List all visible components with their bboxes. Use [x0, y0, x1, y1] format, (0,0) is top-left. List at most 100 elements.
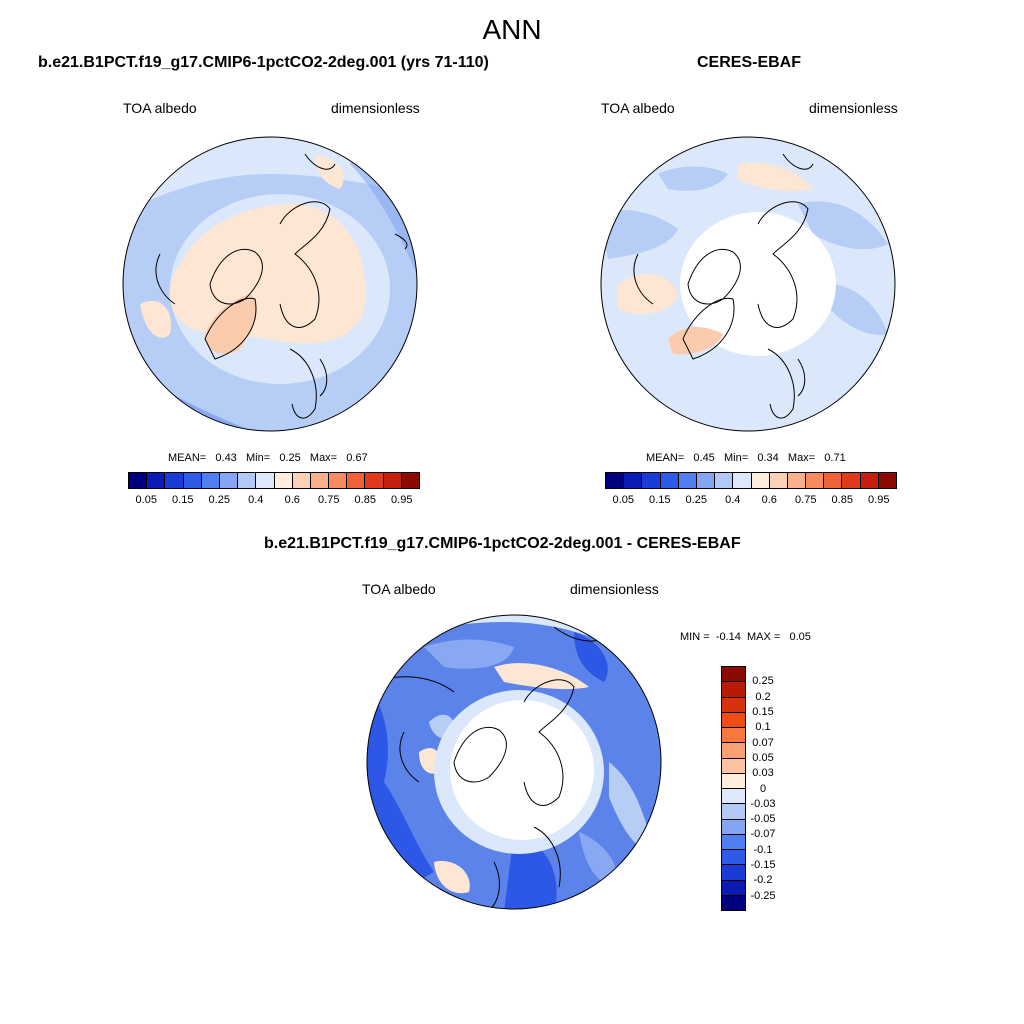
colorbar-tick-label: 0.6 — [761, 494, 777, 506]
colorbar-swatch — [722, 758, 745, 774]
colorbar-swatch — [401, 473, 419, 488]
colorbar-swatch — [696, 473, 716, 488]
colorbar-tick-label: 0.75 — [318, 494, 340, 506]
colorbar-swatch — [769, 473, 788, 488]
colorbar-swatch — [642, 473, 661, 488]
colorbar-swatch — [147, 473, 166, 488]
colorbar-tick-label: 0.85 — [831, 494, 853, 506]
colorbar-tick-label: 0.05 — [752, 751, 774, 764]
colorbar-tick-label: 0.6 — [284, 494, 300, 506]
colorbar-swatch — [751, 473, 770, 488]
colorbar-tick-label: 0.2 — [755, 690, 771, 703]
colorbar-swatch — [806, 473, 825, 488]
panel2-max-value: 0.71 — [824, 452, 846, 464]
colorbar-swatch — [678, 473, 697, 488]
colorbar-swatch — [722, 712, 745, 728]
colorbar-tick-label: 0.95 — [391, 494, 413, 506]
panel2-variable-label: TOA albedo — [601, 100, 675, 116]
colorbar-swatch — [660, 473, 679, 488]
panel1-title: b.e21.B1PCT.f19_g17.CMIP6-1pctCO2-2deg.0… — [38, 54, 489, 71]
colorbar-swatch — [274, 473, 293, 488]
figure-title: ANN — [482, 14, 542, 45]
colorbar-swatch — [722, 789, 745, 805]
diff-variable-label: TOA albedo — [362, 581, 436, 597]
diff-polar-map — [366, 614, 662, 910]
colorbar-swatch — [824, 473, 843, 488]
colorbar-tick-label: 0.85 — [354, 494, 376, 506]
panel2-polar-map — [600, 136, 896, 432]
panel2-units-label: dimensionless — [809, 100, 898, 116]
colorbar-tick-label: -0.07 — [750, 828, 776, 841]
panel1-colorbar — [128, 472, 420, 489]
colorbar-swatch — [860, 473, 879, 488]
colorbar-tick-label: 0.15 — [752, 705, 774, 718]
colorbar-tick-label: 0.07 — [752, 736, 774, 749]
colorbar-tick-label: 0.4 — [248, 494, 264, 506]
colorbar-swatch — [329, 473, 348, 488]
diff-units-label: dimensionless — [570, 581, 659, 597]
colorbar-swatch — [722, 667, 745, 683]
colorbar-swatch — [347, 473, 366, 488]
colorbar-swatch — [722, 773, 745, 789]
diff-colorbar — [721, 666, 746, 911]
colorbar-swatch — [219, 473, 239, 488]
colorbar-tick-label: 0.15 — [172, 494, 194, 506]
panel1-polar-map — [122, 136, 418, 432]
colorbar-swatch — [715, 473, 734, 488]
colorbar-tick-label: 0.25 — [208, 494, 230, 506]
colorbar-swatch — [722, 850, 745, 866]
panel1-mean-label: MEAN= — [168, 452, 207, 464]
colorbar-tick-label: 0.25 — [685, 494, 707, 506]
diff-min-value: -0.14 — [715, 631, 741, 643]
colorbar-tick-label: 0.15 — [649, 494, 671, 506]
panel2-title: CERES-EBAF — [697, 54, 802, 71]
colorbar-swatch — [183, 473, 202, 488]
diff-panel-title: b.e21.B1PCT.f19_g17.CMIP6-1pctCO2-2deg.0… — [264, 535, 741, 552]
panel1-min-value: 0.25 — [279, 452, 301, 464]
colorbar-swatch — [842, 473, 861, 488]
colorbar-swatch — [722, 819, 745, 835]
colorbar-swatch — [878, 473, 896, 488]
colorbar-swatch — [722, 804, 745, 820]
panel1-max-value: 0.67 — [346, 452, 368, 464]
colorbar-tick-label: 0.75 — [795, 494, 817, 506]
colorbar-swatch — [722, 865, 745, 881]
colorbar-tick-label: 0.25 — [752, 675, 774, 688]
panel1-units-label: dimensionless — [331, 100, 420, 116]
colorbar-tick-label: -0.05 — [750, 813, 776, 826]
panel2-mean-label: MEAN= — [646, 452, 685, 464]
colorbar-swatch — [722, 834, 745, 850]
colorbar-swatch — [256, 473, 275, 488]
colorbar-swatch — [310, 473, 330, 488]
colorbar-swatch — [722, 880, 745, 896]
panel2-stats: MEAN= 0.45 Min= 0.34 Max= 0.71 — [646, 452, 846, 464]
colorbar-swatch — [733, 473, 752, 488]
panel2-min-value: 0.34 — [757, 452, 779, 464]
panel2-colorbar — [605, 472, 897, 489]
panel1-stats: MEAN= 0.43 Min= 0.25 Max= 0.67 — [168, 452, 368, 464]
colorbar-tick-label: 0.1 — [755, 721, 771, 734]
diff-min-label: MIN = — [680, 631, 710, 643]
colorbar-tick-label: 0.4 — [725, 494, 741, 506]
diff-max-label: MAX = — [746, 631, 781, 643]
colorbar-tick-label: -0.03 — [750, 797, 776, 810]
panel2-min-label: Min= — [723, 452, 749, 464]
colorbar-swatch — [722, 743, 745, 759]
panel2-max-label: Max= — [787, 452, 816, 464]
colorbar-swatch — [292, 473, 311, 488]
colorbar-swatch — [787, 473, 807, 488]
colorbar-swatch — [722, 728, 745, 744]
colorbar-swatch — [606, 473, 625, 488]
colorbar-swatch — [238, 473, 257, 488]
panel2-mean-value: 0.45 — [693, 452, 715, 464]
colorbar-tick-label: 0.95 — [868, 494, 890, 506]
colorbar-tick-label: 0.05 — [135, 494, 157, 506]
colorbar-tick-label: 0.05 — [612, 494, 634, 506]
colorbar-tick-label: -0.2 — [753, 874, 773, 887]
colorbar-tick-label: -0.1 — [753, 843, 773, 856]
colorbar-tick-label: 0 — [759, 782, 767, 795]
panel1-variable-label: TOA albedo — [123, 100, 197, 116]
colorbar-swatch — [722, 682, 745, 698]
colorbar-tick-label: 0.03 — [752, 767, 774, 780]
colorbar-swatch — [365, 473, 384, 488]
